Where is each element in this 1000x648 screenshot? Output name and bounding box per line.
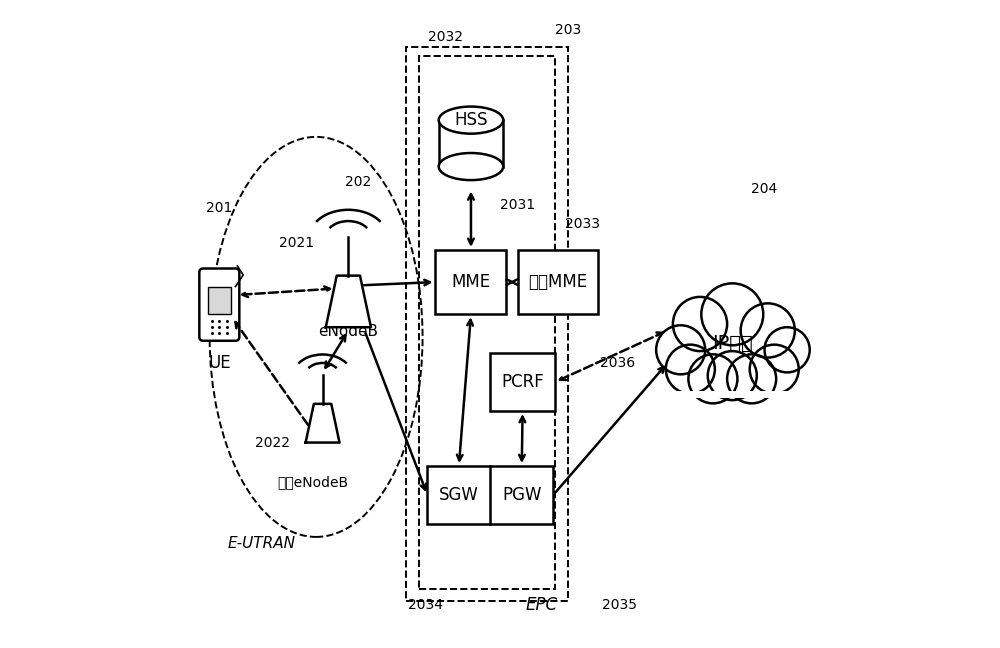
Polygon shape <box>306 404 340 443</box>
Text: 204: 204 <box>751 181 778 196</box>
FancyBboxPatch shape <box>518 249 598 314</box>
Text: 其它eNodeB: 其它eNodeB <box>277 476 348 490</box>
Text: 2034: 2034 <box>408 597 443 612</box>
Text: PCRF: PCRF <box>501 373 544 391</box>
Ellipse shape <box>439 153 503 180</box>
Text: MME: MME <box>451 273 491 291</box>
Text: E-UTRAN: E-UTRAN <box>227 536 295 551</box>
Text: HSS: HSS <box>454 111 488 129</box>
Text: 201: 201 <box>206 201 233 215</box>
Text: SGW: SGW <box>439 486 479 504</box>
Circle shape <box>741 303 795 358</box>
Text: 2032: 2032 <box>428 30 463 44</box>
FancyBboxPatch shape <box>199 268 239 341</box>
Circle shape <box>656 325 705 375</box>
Circle shape <box>708 351 757 400</box>
Ellipse shape <box>210 137 423 537</box>
Text: 2033: 2033 <box>565 217 600 231</box>
Circle shape <box>701 283 763 345</box>
Text: PGW: PGW <box>502 486 542 504</box>
Text: 203: 203 <box>555 23 581 38</box>
Text: 2021: 2021 <box>279 237 314 250</box>
FancyBboxPatch shape <box>435 249 506 314</box>
Text: 2035: 2035 <box>602 597 637 612</box>
Text: 2022: 2022 <box>255 436 290 450</box>
Polygon shape <box>326 275 371 327</box>
Circle shape <box>673 297 727 351</box>
Text: 202: 202 <box>345 175 371 189</box>
FancyBboxPatch shape <box>427 466 553 524</box>
Circle shape <box>727 354 776 403</box>
Ellipse shape <box>439 106 503 133</box>
Text: UE: UE <box>208 354 231 372</box>
Text: 其它MME: 其它MME <box>529 273 588 291</box>
Text: 2031: 2031 <box>500 198 535 212</box>
Text: IP业务: IP业务 <box>712 334 753 353</box>
FancyBboxPatch shape <box>490 353 555 411</box>
Text: 2036: 2036 <box>600 356 635 370</box>
Text: EPC: EPC <box>526 596 558 614</box>
Circle shape <box>688 354 737 403</box>
Circle shape <box>750 345 799 394</box>
FancyBboxPatch shape <box>208 287 231 314</box>
Circle shape <box>765 327 810 373</box>
Text: eNodeB: eNodeB <box>318 324 378 339</box>
FancyBboxPatch shape <box>439 120 503 167</box>
Circle shape <box>666 345 715 394</box>
